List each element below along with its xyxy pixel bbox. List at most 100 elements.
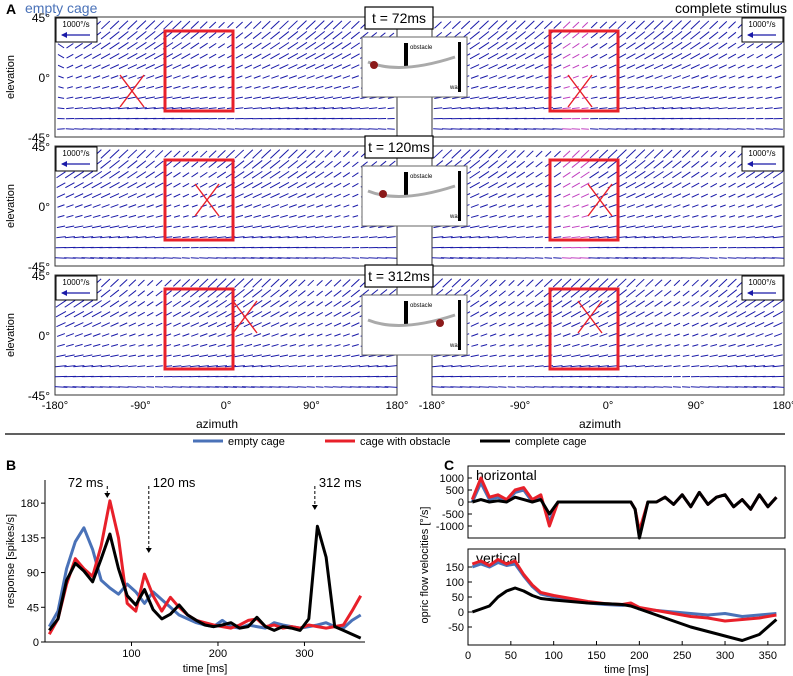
flow-vector (280, 85, 288, 89)
flow-vector (572, 96, 580, 99)
flow-vector (83, 107, 93, 110)
flow-vector (253, 343, 262, 347)
flow-vector (554, 86, 561, 89)
flow-vector (616, 278, 627, 288)
flow-vector (709, 75, 718, 79)
flow-vector (580, 278, 591, 288)
flow-vector (200, 86, 207, 89)
flow-vector (634, 386, 646, 388)
flow-vector (745, 354, 756, 358)
flow-vector (699, 20, 710, 30)
flow-vector (662, 236, 673, 239)
flow-vector (644, 386, 655, 388)
flow-vector (91, 300, 102, 308)
flow-vector (691, 354, 699, 357)
flow-vector (516, 171, 526, 178)
flow-vector (543, 278, 553, 288)
flow-vector (653, 236, 664, 239)
speed-arrow-head (747, 161, 753, 167)
flow-vector (307, 290, 315, 297)
flow-vector (279, 354, 289, 358)
flow-vector (298, 354, 306, 357)
flow-vector (737, 333, 746, 337)
receptive-field-box (548, 29, 620, 113)
flow-vector (644, 96, 655, 100)
flow-vector (701, 215, 708, 218)
flow-vector (386, 236, 396, 239)
flow-vector (763, 236, 774, 239)
flow-vector (351, 75, 359, 79)
flow-vector (710, 215, 717, 218)
flow-vector (673, 365, 681, 368)
flow-vector (681, 64, 691, 70)
flow-vector (645, 322, 654, 327)
flow-vector (288, 64, 298, 70)
flow-vector (765, 53, 773, 59)
flow-vector (287, 236, 299, 239)
y-tick-label: 45 (27, 602, 39, 614)
flow-vector (252, 278, 263, 288)
flow-vector (754, 310, 765, 318)
flow-vector (554, 204, 561, 208)
flow-vector (191, 193, 199, 198)
flow-vector (253, 96, 262, 100)
flow-vector (57, 343, 65, 347)
flow-vector (691, 150, 700, 158)
flow-vector (182, 343, 190, 347)
flow-vector (745, 257, 756, 259)
flow-vector (626, 354, 636, 358)
flow-vector (154, 20, 165, 30)
flow-vector (754, 182, 765, 189)
flow-vector (747, 86, 754, 89)
flow-vector (682, 204, 690, 208)
flow-vector (691, 322, 699, 327)
flow-vector (718, 42, 728, 50)
flow-vector (469, 31, 480, 40)
flow-vector (136, 171, 147, 179)
flow-vector (191, 86, 199, 89)
flow-vector (252, 289, 263, 298)
flow-vector (217, 182, 226, 188)
flow-vector (737, 171, 746, 178)
flow-vector (91, 107, 102, 110)
flow-vector (709, 300, 719, 308)
flow-vector (636, 204, 645, 208)
flow-vector (755, 204, 764, 208)
flow-vector (728, 150, 736, 158)
flow-vector (497, 225, 507, 229)
flow-vector (262, 75, 270, 79)
flow-vector (332, 107, 343, 110)
flow-vector (244, 343, 253, 347)
flow-vector (673, 214, 681, 218)
flow-vector (635, 96, 645, 100)
flow-vector (155, 225, 164, 229)
flow-vector (764, 354, 774, 358)
flow-vector (561, 300, 572, 308)
flow-vector (82, 128, 93, 130)
flow-vector (727, 42, 737, 49)
flow-vector (717, 365, 728, 368)
flow-vector (488, 96, 498, 100)
flow-vector (323, 107, 334, 110)
flow-vector (127, 236, 138, 239)
flow-vector (643, 107, 655, 110)
flow-vector (525, 182, 534, 188)
flow-vector (233, 288, 245, 298)
flow-vector (506, 257, 517, 259)
flow-vector (508, 301, 515, 307)
azimuth-tick: 0° (221, 400, 232, 412)
direction-cross (194, 183, 220, 217)
flow-vector (526, 204, 534, 208)
flow-vector (128, 322, 137, 327)
flow-vector (190, 31, 200, 40)
flow-vector (571, 354, 581, 358)
flow-vector (498, 311, 506, 317)
flow-vector (118, 225, 129, 229)
flow-vector (172, 300, 182, 307)
flow-vector (653, 160, 664, 169)
flow-vector (554, 193, 561, 198)
flow-vector (506, 31, 517, 40)
flow-vector (653, 31, 664, 40)
flow-vector (144, 30, 156, 40)
flow-vector (470, 322, 479, 327)
